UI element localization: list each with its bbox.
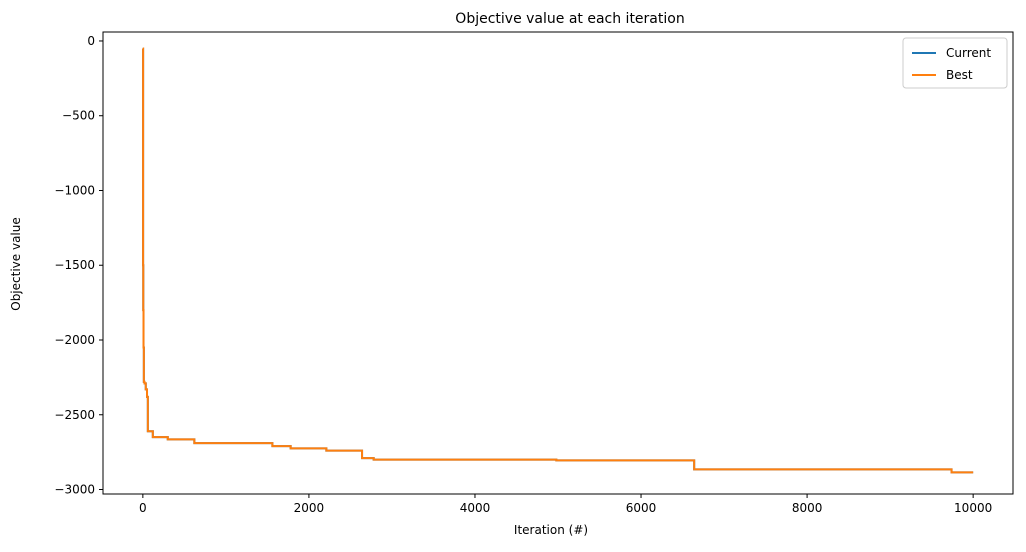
x-tick-label: 6000: [626, 501, 657, 515]
legend-label-current: Current: [946, 46, 991, 60]
x-tick-label: 8000: [792, 501, 823, 515]
y-tick-label: −2000: [54, 333, 95, 347]
x-axis-label: Iteration (#): [514, 523, 588, 537]
legend: Current Best: [902, 37, 1008, 89]
series-line-best: [142, 47, 974, 474]
x-axis: 0 2000 4000 6000 8000 10000: [139, 494, 992, 515]
y-tick-label: −3000: [54, 483, 95, 497]
legend-label-best: Best: [946, 68, 973, 82]
x-tick-label: 0: [139, 501, 147, 515]
y-tick-label: −500: [62, 109, 95, 123]
series-layer: [142, 47, 974, 474]
y-axis-label: Objective value: [9, 217, 23, 311]
y-axis: 0 −500 −1000 −1500 −2000 −2500 −3000: [54, 34, 103, 497]
x-tick-label: 2000: [294, 501, 325, 515]
y-tick-label: −2500: [54, 408, 95, 422]
x-tick-label: 4000: [460, 501, 491, 515]
y-tick-label: 0: [87, 34, 95, 48]
y-tick-label: −1000: [54, 183, 95, 197]
chart-title: Objective value at each iteration: [455, 11, 684, 27]
x-tick-label: 10000: [954, 501, 992, 515]
axes-frame: [102, 31, 1014, 495]
y-tick-label: −1500: [54, 258, 95, 272]
